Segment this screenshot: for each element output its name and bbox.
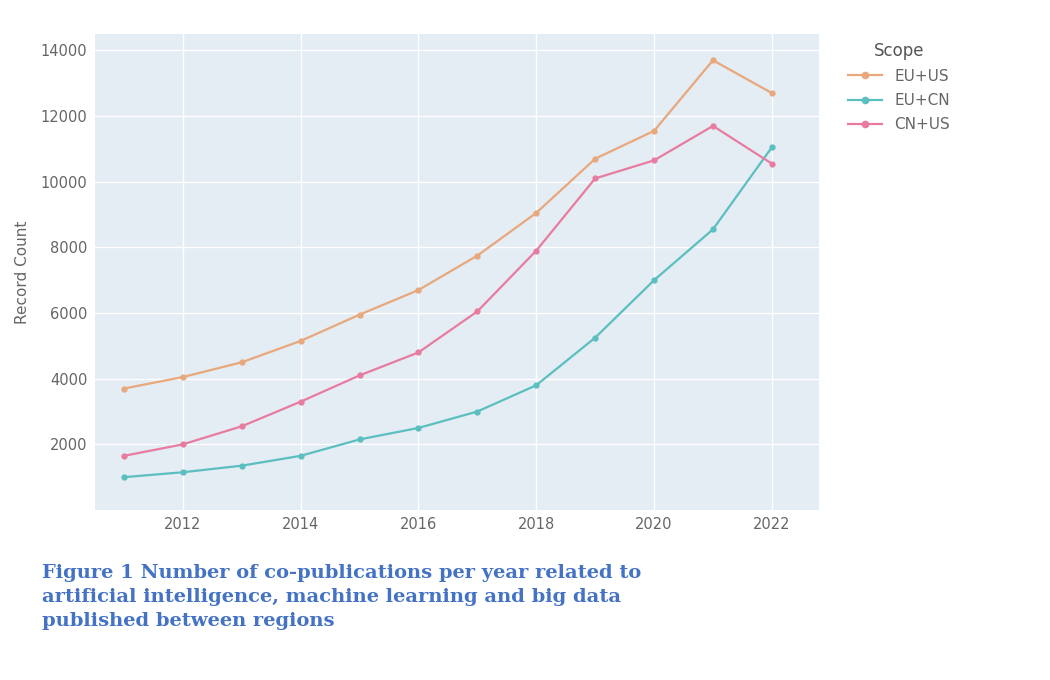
Text: Figure 1 Number of co-publications per year related to
artificial intelligence, : Figure 1 Number of co-publications per y… xyxy=(42,564,642,630)
Legend: EU+US, EU+CN, CN+US: EU+US, EU+CN, CN+US xyxy=(848,41,950,132)
Y-axis label: Record Count: Record Count xyxy=(15,220,29,324)
